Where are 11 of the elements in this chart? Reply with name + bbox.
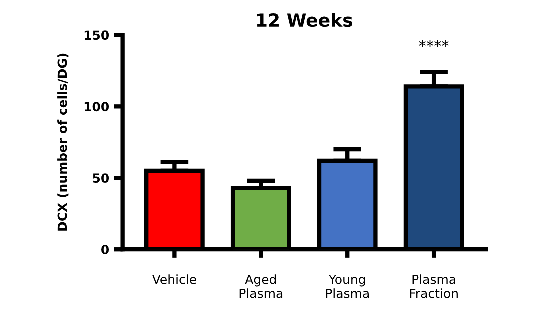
- x-tick-label: Aged Plasma: [240, 274, 283, 298]
- y-tick-label: 150: [84, 30, 110, 40]
- y-axis-title: DCX (number of cells/DG): [58, 54, 69, 231]
- annotation: ****: [419, 40, 449, 48]
- x-tick-label: Young Plasma: [326, 274, 369, 298]
- x-tick-label: Plasma Fraction: [410, 274, 458, 298]
- x-tick-label: Vehicle: [152, 274, 196, 284]
- y-tick-label: 0: [102, 245, 110, 255]
- y-tick-label: 50: [93, 174, 110, 184]
- chart-title: 12 Weeks: [257, 13, 352, 28]
- y-tick-label: 100: [84, 102, 110, 112]
